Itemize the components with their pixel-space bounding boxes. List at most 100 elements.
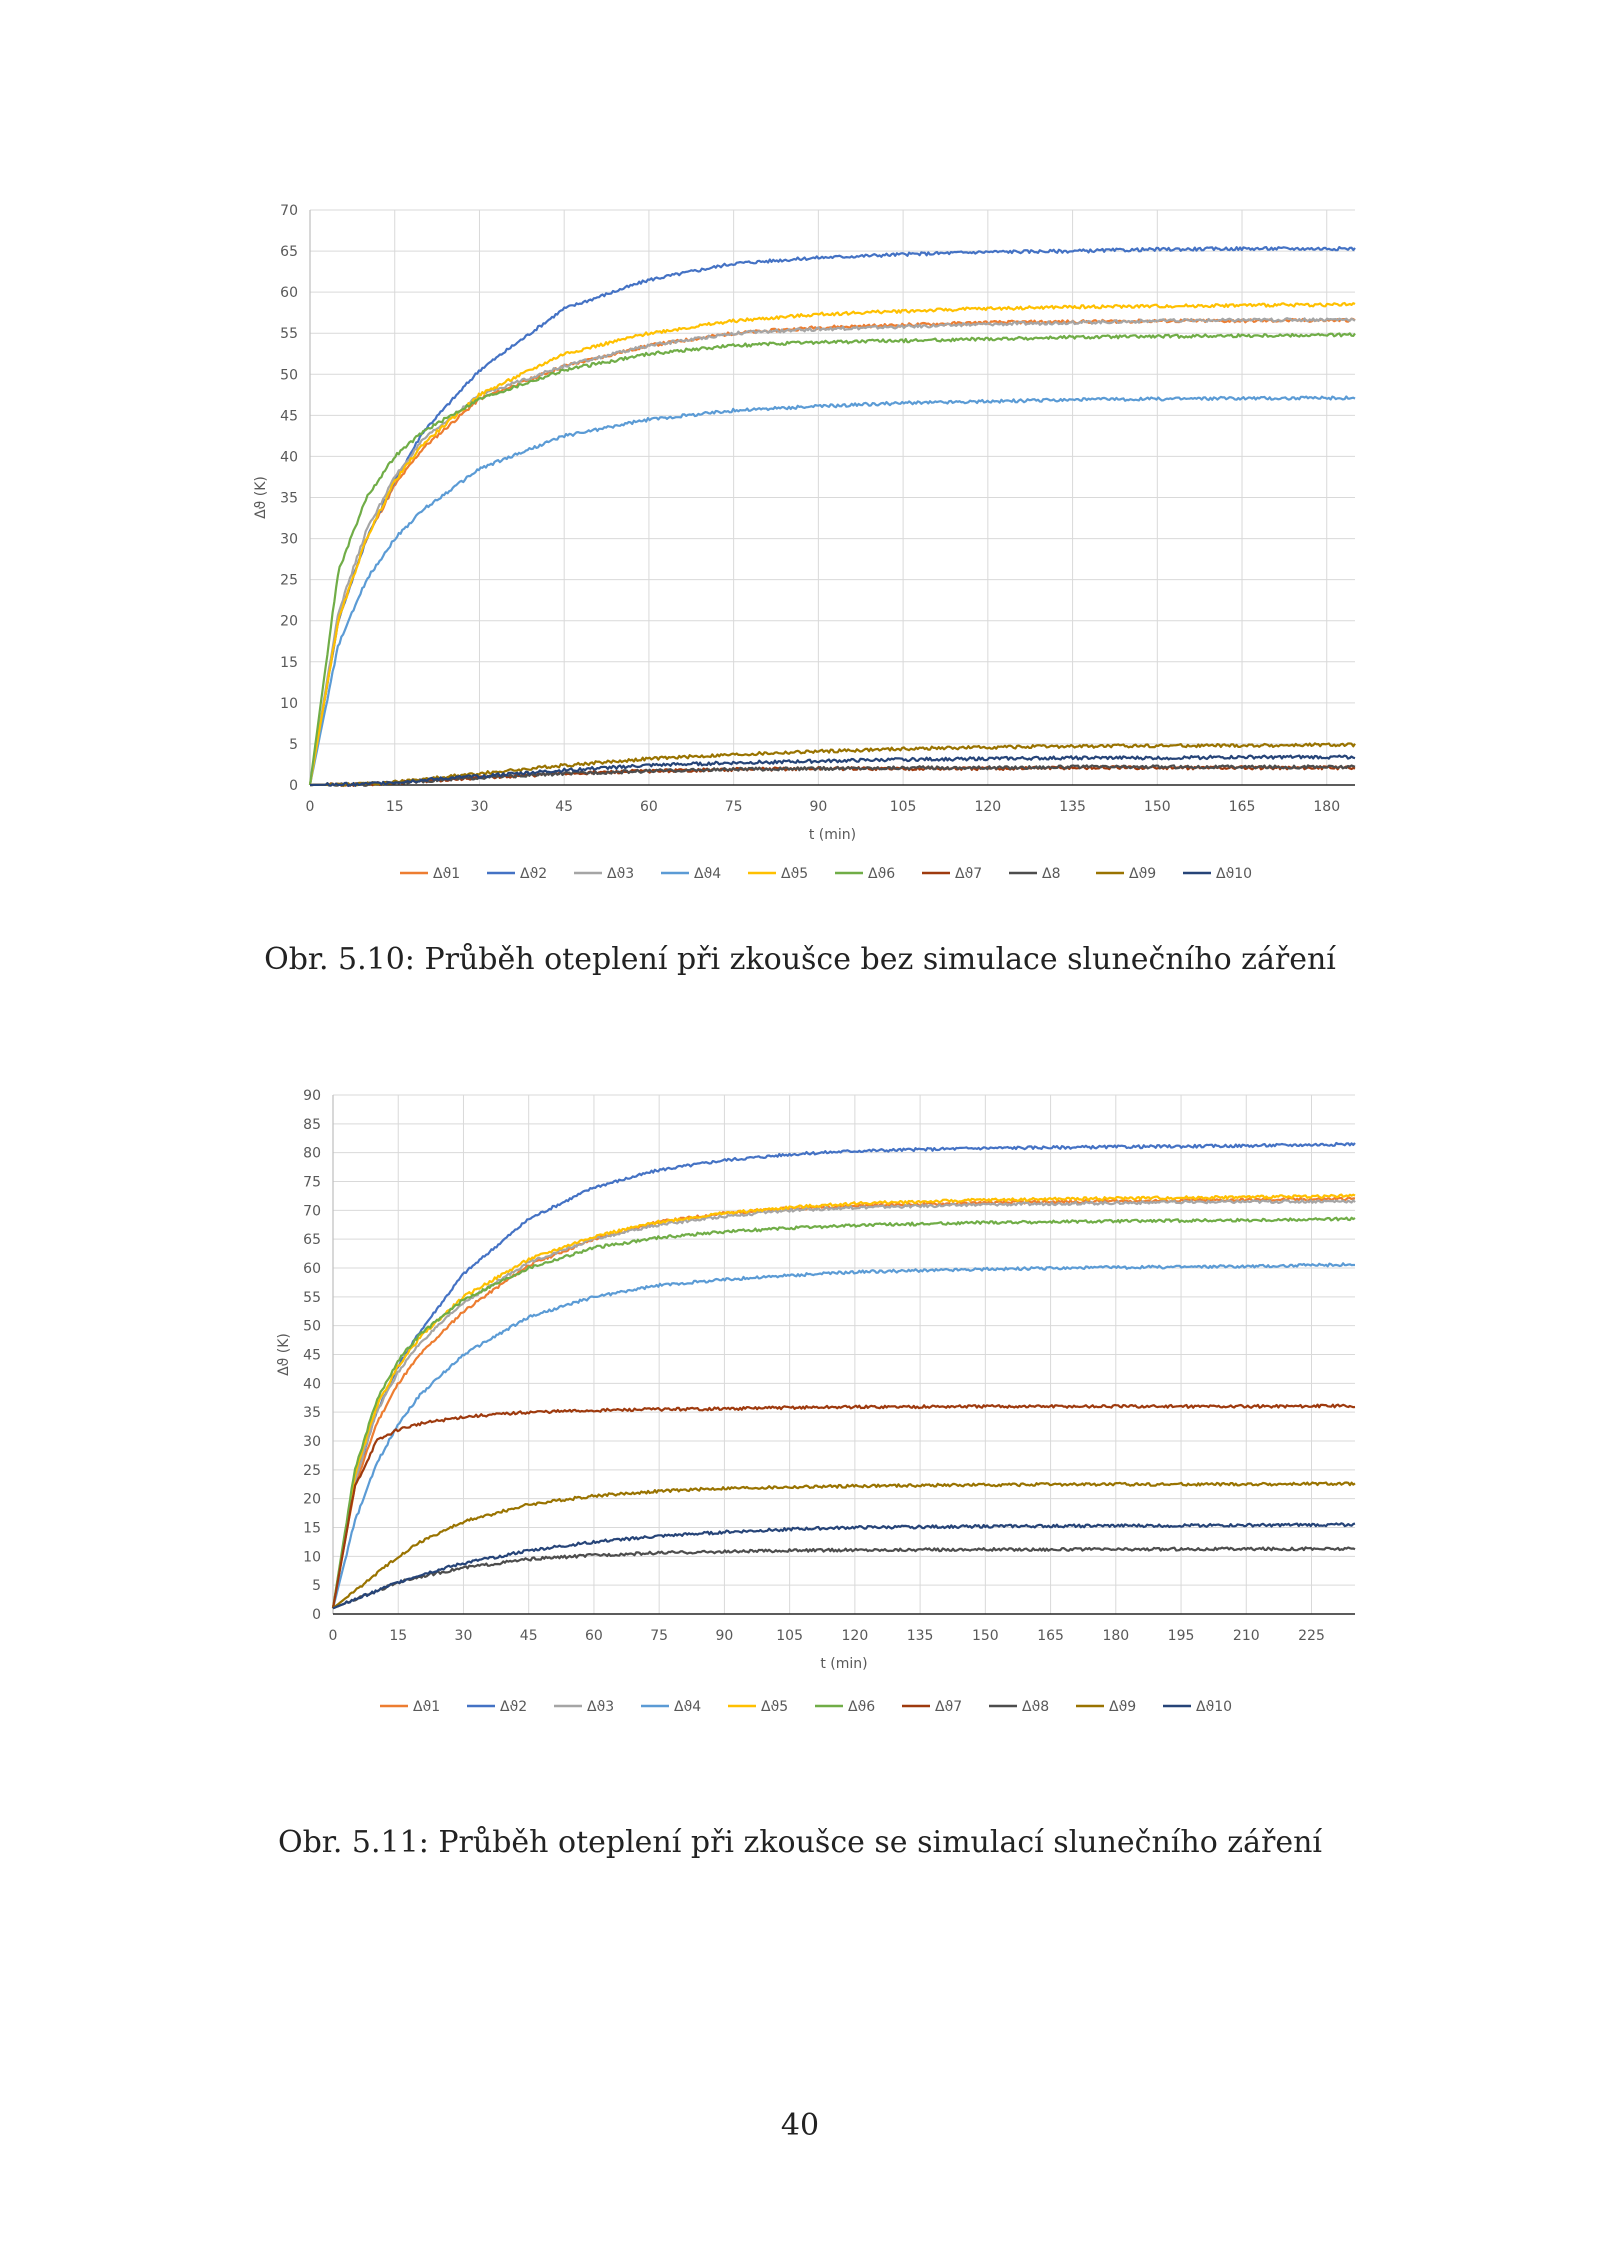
series-line-5 [308,301,1356,786]
page-number: 40 [780,2108,820,2143]
series-line-8 [310,764,1356,787]
y-tick-label: 45 [280,408,298,424]
x-tick-label: 150 [972,1628,999,1644]
x-axis-title: t (min) [820,1656,867,1672]
legend-item: Δϑ3 [574,866,634,882]
y-tick-label: 0 [289,778,298,794]
legend: Δϑ1 Δϑ2 Δϑ3 Δϑ4 Δϑ5 Δϑ6 Δϑ7 Δ8 Δϑ9 Δϑ10 [400,866,1252,882]
legend-item: Δϑ6 [835,866,895,882]
x-tick-label: 45 [555,799,573,815]
legend-label: Δ8 [1042,866,1060,882]
legend-item: Δϑ10 [1163,1699,1232,1715]
figure-caption: Obr. 5.10: Průběh oteplení při zkoušce b… [264,942,1336,977]
legend-item: Δϑ7 [902,1699,962,1715]
grid [309,209,1355,786]
x-tick-label: 150 [1144,799,1171,815]
series-line-9 [310,742,1356,788]
legend-label: Δϑ2 [500,1699,527,1715]
y-tick-label: 80 [303,1146,321,1162]
legend-item: Δϑ10 [1183,866,1252,882]
legend-label: Δϑ6 [848,1699,875,1715]
y-tick-label: 55 [280,326,298,342]
y-tick-label: 70 [280,203,298,219]
legend-label: Δϑ3 [607,866,634,882]
grid [332,1094,1355,1615]
legend-label: Δϑ5 [761,1699,788,1715]
y-tick-label: 45 [303,1348,321,1364]
y-tick-label: 20 [303,1492,321,1508]
y-tick-label: 20 [280,614,298,630]
y-tick-label: 0 [312,1607,321,1623]
y-tick-label: 90 [303,1088,321,1104]
y-tick-label: 70 [303,1203,321,1219]
y-tick-label: 15 [280,655,298,671]
y-tick-label: 85 [303,1117,321,1133]
x-tick-label: 0 [306,799,315,815]
x-tick-label: 90 [809,799,827,815]
y-tick-label: 30 [280,532,298,548]
series-line-5 [331,1193,1356,1609]
y-tick-label: 10 [303,1549,321,1565]
legend-item: Δϑ3 [554,1699,614,1715]
legend-item: Δϑ9 [1076,1699,1136,1715]
legend-label: Δϑ10 [1196,1699,1232,1715]
legend-item: Δϑ6 [815,1699,875,1715]
series-line-2 [308,245,1356,786]
legend-item: Δϑ5 [748,866,808,882]
x-tick-label: 135 [1059,799,1086,815]
y-tick-label: 65 [303,1232,321,1248]
legend-label: Δϑ7 [955,866,982,882]
chart-svg: 0 5 10 15 20 25 30 35 40 45 50 55 60 65 70 0 15 30 45 60 75 9… [253,203,1356,882]
x-tick-label: 180 [1313,799,1340,815]
y-tick-label: 15 [303,1521,321,1537]
series-line-6 [331,1216,1356,1609]
legend-label: Δϑ6 [868,866,895,882]
x-tick-label: 120 [842,1628,869,1644]
y-axis-title: Δϑ (K) [253,476,269,519]
x-tick-label: 0 [329,1628,338,1644]
figure-5-11-chart: 0 5 10 15 20 25 30 35 40 45 50 55 60 65 70 75 80 85 90 0 15 3… [0,1075,1600,1735]
y-tick-label: 10 [280,696,298,712]
x-tick-label: 15 [386,799,404,815]
legend-label: Δϑ5 [781,866,808,882]
x-axis-title: t (min) [809,827,856,843]
y-tick-label: 25 [280,573,298,589]
y-tick-label: 40 [280,449,298,465]
x-tick-label: 210 [1233,1628,1260,1644]
y-tick-label: 50 [280,367,298,383]
y-tick-label: 5 [289,737,298,753]
x-tick-label: 30 [455,1628,473,1644]
legend-item: Δϑ5 [728,1699,788,1715]
legend-label: Δϑ7 [935,1699,962,1715]
series-line-7 [331,1403,1356,1609]
legend-label: Δϑ4 [694,866,721,882]
series-line-4 [308,395,1356,786]
series-line-2 [331,1141,1356,1609]
legend-label: Δϑ1 [433,866,460,882]
x-tick-label: 15 [389,1628,407,1644]
legend-item: Δϑ8 [989,1699,1049,1715]
legend-item: Δϑ1 [400,866,460,882]
x-tick-label: 90 [715,1628,733,1644]
x-tick-label: 225 [1298,1628,1325,1644]
series-line-10 [332,1522,1356,1610]
legend-item: Δϑ7 [922,866,982,882]
y-tick-label: 30 [303,1434,321,1450]
series-lines [308,245,1356,788]
legend-item: Δϑ9 [1096,866,1156,882]
legend-item: Δ8 [1009,866,1060,882]
legend-label: Δϑ4 [674,1699,701,1715]
y-tick-label: 35 [280,491,298,507]
series-line-3 [331,1198,1356,1609]
series-line-10 [310,754,1356,788]
legend-item: Δϑ4 [641,1699,701,1715]
legend-label: Δϑ9 [1109,1699,1136,1715]
legend-item: Δϑ2 [487,866,547,882]
y-tick-label: 40 [303,1376,321,1392]
figure-5-10-chart: 0 5 10 15 20 25 30 35 40 45 50 55 60 65 70 0 15 30 45 60 75 9… [0,190,1600,890]
legend-label: Δϑ10 [1216,866,1252,882]
legend-item: Δϑ2 [467,1699,527,1715]
legend-label: Δϑ2 [520,866,547,882]
series-line-1 [331,1196,1356,1609]
y-tick-label: 60 [280,285,298,301]
